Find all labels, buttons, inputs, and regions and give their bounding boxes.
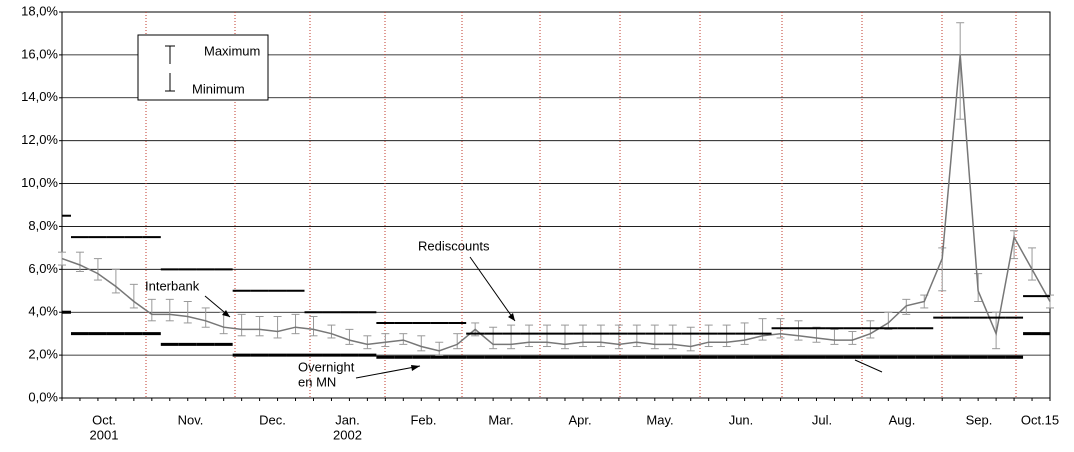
legend: Maximum Minimum [137, 34, 269, 101]
x-tick-label: Dec. [259, 412, 286, 427]
annotation: Interbank [145, 278, 200, 293]
x-tick-label: May. [646, 412, 673, 427]
x-tick-label: Jun. [729, 412, 754, 427]
y-tick-label: 6,0% [28, 261, 58, 276]
x-tick-label: Mar. [488, 412, 513, 427]
y-tick-label: 4,0% [28, 304, 58, 319]
annotation: Overnight [298, 359, 355, 374]
y-tick-label: 2,0% [28, 347, 58, 362]
x-tick-label: Jan. [335, 412, 360, 427]
y-tick-label: 10,0% [21, 175, 58, 190]
y-tick-label: 16,0% [21, 46, 58, 61]
y-tick-label: 18,0% [21, 3, 58, 18]
arrow [854, 359, 883, 373]
x-tick-label: Sep. [966, 412, 993, 427]
legend-max-label: Maximum [204, 43, 260, 58]
arrow [469, 256, 516, 322]
x-tick-label: Apr. [568, 412, 591, 427]
y-tick-label: 8,0% [28, 218, 58, 233]
month-dividers [145, 12, 1017, 398]
y-tick-label: 12,0% [21, 132, 58, 147]
x-tick-label: Nov. [178, 412, 204, 427]
annotation: Rediscounts [418, 238, 490, 253]
x-tick-label: 2002 [333, 427, 362, 442]
x-tick-label: Feb. [410, 412, 436, 427]
arrowhead [222, 310, 230, 317]
arrowhead [508, 313, 515, 321]
legend-box [137, 34, 269, 101]
y-tick-label: 0,0% [28, 389, 58, 404]
x-tick-label: Aug. [889, 412, 916, 427]
x-tick-label: Oct.15 [1021, 412, 1059, 427]
y-tick-label: 14,0% [21, 89, 58, 104]
marks [58, 22, 1054, 359]
series-line [61, 54, 1051, 352]
annotations: Interbank Rediscounts Overnight en MN [145, 238, 883, 389]
x-tick-label: 2001 [90, 427, 119, 442]
arrowhead [411, 365, 420, 371]
legend-min-label: Minimum [192, 81, 245, 96]
annotation: en MN [298, 374, 336, 389]
x-tick-label: Jul. [812, 412, 832, 427]
arrow [355, 365, 421, 379]
x-tick-label: Oct. [92, 412, 116, 427]
